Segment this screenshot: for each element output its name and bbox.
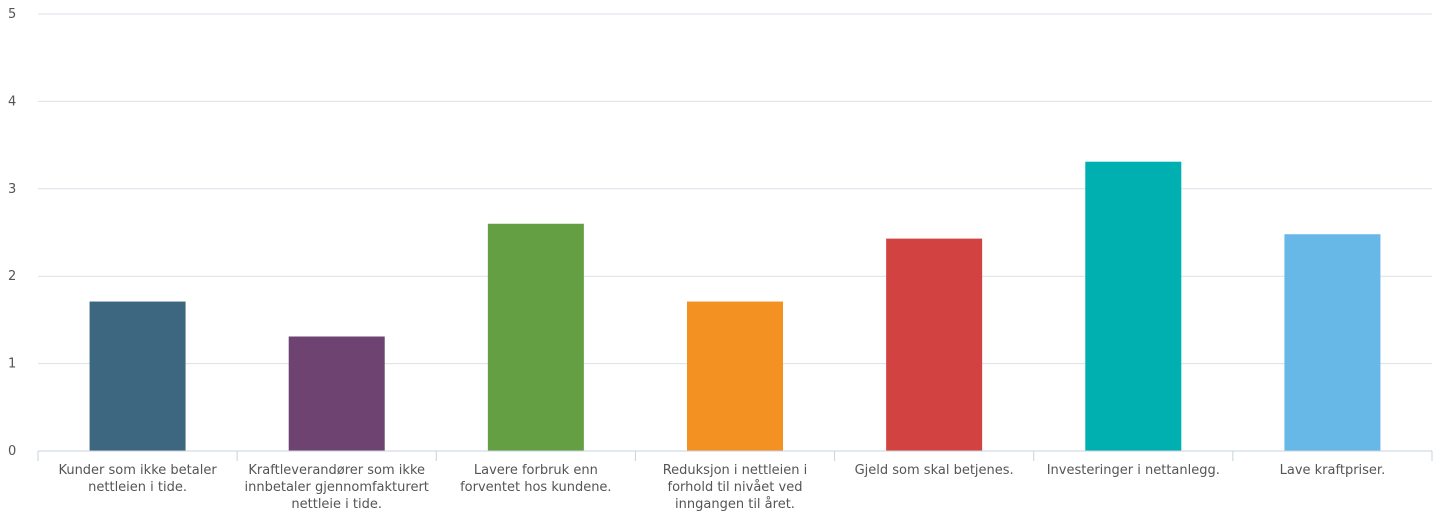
x-category-label: Gjeld som skal betjenes. xyxy=(855,463,1014,478)
x-category-label: Kunder som ikke betaler xyxy=(58,463,217,478)
bar[interactable] xyxy=(886,238,983,451)
y-tick-label: 1 xyxy=(8,357,16,372)
bar[interactable] xyxy=(288,336,385,451)
bar[interactable] xyxy=(487,223,584,451)
y-tick-label: 3 xyxy=(8,182,16,197)
x-category-label: Kraftleverandører som ikke xyxy=(248,463,425,478)
y-tick-label: 4 xyxy=(8,94,16,109)
x-category-label: forventet hos kundene. xyxy=(460,480,611,495)
x-category-label: inngangen til året. xyxy=(675,497,795,512)
bar[interactable] xyxy=(687,301,783,451)
y-axis-tick-labels: 0 1 2 3 4 5 xyxy=(8,7,16,459)
y-tick-label: 2 xyxy=(8,269,16,284)
x-axis-category-labels: Kunder som ikke betaler nettleien i tide.… xyxy=(58,463,1385,512)
x-category-label: forhold til nivået ved xyxy=(668,480,803,495)
y-tick-label: 5 xyxy=(8,7,16,22)
bar[interactable] xyxy=(1085,161,1182,451)
x-category-label: nettleien i tide. xyxy=(88,480,187,495)
x-category-label: Lavere forbruk enn xyxy=(474,463,598,478)
bar[interactable] xyxy=(89,301,186,451)
x-category-label: Reduksjon i nettleien i xyxy=(663,463,808,478)
bars xyxy=(89,161,1381,451)
x-category-label: nettleie i tide. xyxy=(291,497,382,512)
x-category-label: Investeringer i nettanlegg. xyxy=(1047,463,1220,478)
x-category-label: innbetaler gjennomfakturert xyxy=(245,480,429,495)
x-category-label: Lave kraftpriser. xyxy=(1280,463,1386,478)
y-tick-label: 0 xyxy=(8,444,16,459)
bar[interactable] xyxy=(1284,234,1381,451)
x-axis xyxy=(37,450,1433,461)
gridlines xyxy=(38,13,1432,365)
